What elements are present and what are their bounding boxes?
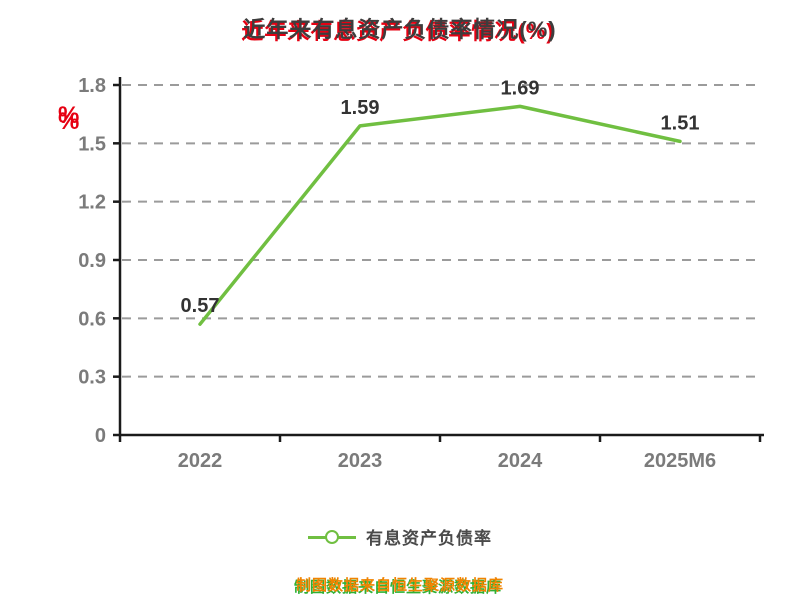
data-source-note: 制图数据来自恒生聚源数据库 <box>295 577 504 594</box>
data-point-label: 1.69 <box>501 77 540 99</box>
y-axis-unit-label: % <box>58 108 80 135</box>
y-tick-label: 0.9 <box>78 250 106 272</box>
x-tick-label: 2024 <box>498 450 543 472</box>
x-tick-label: 2025M6 <box>644 450 716 472</box>
data-point-label: 1.59 <box>341 97 380 119</box>
data-line <box>198 104 682 326</box>
legend-circle-marker-icon <box>325 529 339 544</box>
chart-title: 近年来有息资产负债率情况(%) <box>243 17 557 42</box>
data-point-label: 1.51 <box>661 112 700 134</box>
legend: 有息资产负债率 <box>0 524 800 549</box>
legend-line-marker-icon <box>308 529 356 545</box>
x-tick-label: 2023 <box>338 450 383 472</box>
legend-label: 有息资产负债率 <box>366 529 492 548</box>
y-tick-label: 1.5 <box>78 133 106 155</box>
y-tick-label: 0.3 <box>78 367 106 389</box>
y-tick-label: 1.2 <box>78 192 106 214</box>
data-point-label: 0.57 <box>181 295 220 317</box>
y-tick-label: 0 <box>95 425 106 447</box>
y-tick-label: 0.6 <box>78 308 106 330</box>
y-tick-label: 1.8 <box>78 75 106 97</box>
x-tick-label: 2022 <box>178 450 223 472</box>
